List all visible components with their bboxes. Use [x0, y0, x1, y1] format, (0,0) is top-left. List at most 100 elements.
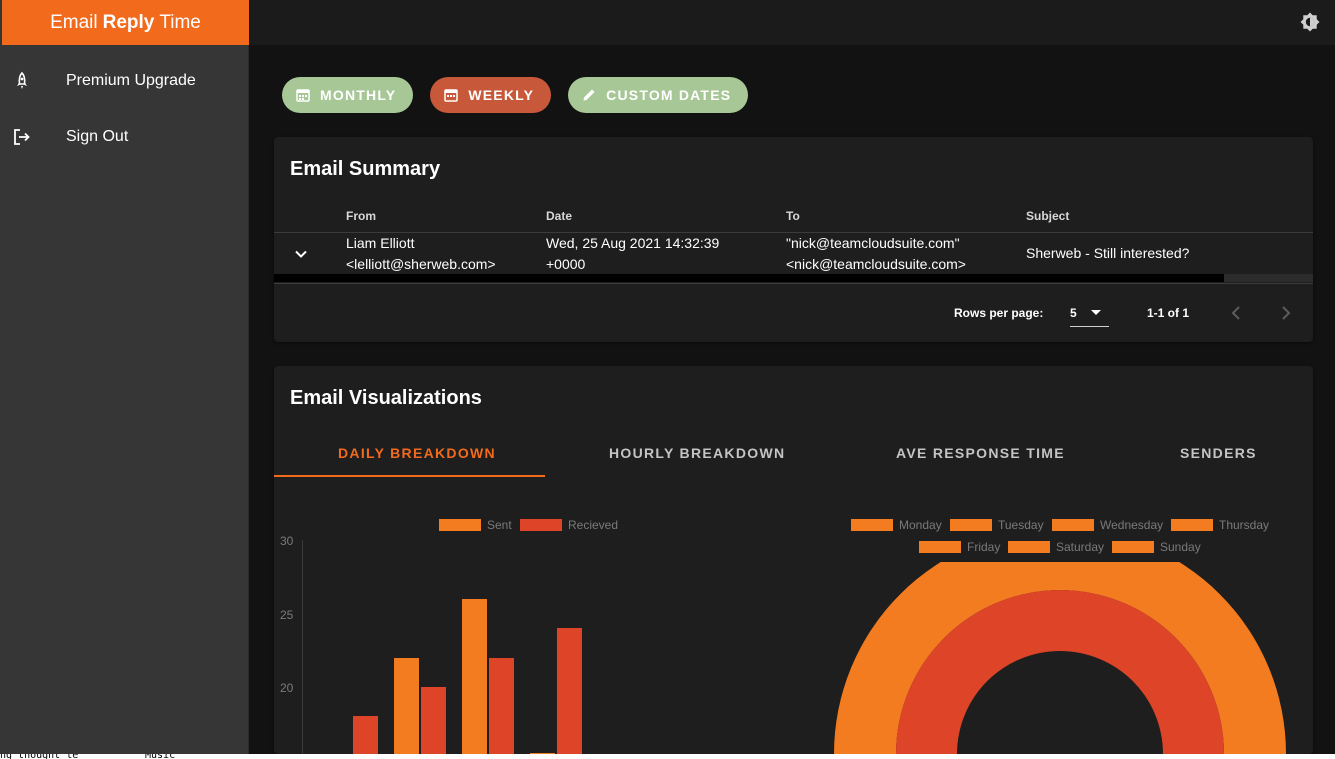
y-tick-label: 25 [280, 608, 294, 622]
column-header-to[interactable]: To [786, 209, 800, 223]
legend-label: Saturday [1056, 540, 1105, 554]
legend-label: Thursday [1219, 518, 1270, 532]
tab-senders[interactable]: SENDERS [1180, 445, 1257, 461]
calendar-icon [444, 89, 459, 102]
bar-recieved-2[interactable] [489, 657, 514, 754]
brand-prefix: Email [50, 11, 98, 33]
legend-thursday[interactable]: Thursday [1171, 518, 1270, 532]
app-brand[interactable]: Email Reply Time [2, 0, 249, 45]
legend-label: Monday [899, 518, 942, 532]
bar-sent-3[interactable] [530, 753, 555, 754]
next-page-icon[interactable] [1280, 306, 1292, 320]
cell-date: Wed, 25 Aug 2021 14:32:39 +0000 [546, 233, 719, 275]
active-tab-indicator [274, 475, 545, 477]
date-filter-group: MONTHLY WEEKLY CUSTOM DATES [282, 77, 749, 113]
legend-swatch [1171, 519, 1213, 531]
legend-swatch [851, 519, 893, 531]
monthly-button[interactable]: MONTHLY [282, 77, 414, 113]
legend-label: Wednesday [1100, 518, 1164, 532]
previous-page-icon[interactable] [1230, 306, 1242, 320]
legend-swatch [439, 519, 481, 531]
date-line-1: Wed, 25 Aug 2021 14:32:39 [546, 235, 720, 251]
dropdown-arrow-icon [1091, 310, 1101, 315]
column-header-subject[interactable]: Subject [1026, 209, 1070, 223]
sidebar-item-sign-out[interactable]: Sign Out [0, 115, 249, 159]
rows-per-page-select[interactable]: 5 [1070, 299, 1109, 327]
pagination-range: 1-1 of 1 [1147, 306, 1190, 320]
sidebar-item-label: Sign Out [66, 128, 129, 145]
legend-wednesday[interactable]: Wednesday [1052, 518, 1164, 532]
custom-dates-button[interactable]: CUSTOM DATES [568, 77, 749, 113]
legend-recieved[interactable]: Recieved [520, 518, 619, 532]
bar-recieved-3[interactable] [557, 628, 582, 754]
doughnut-chart [834, 562, 1286, 754]
legend-swatch [950, 519, 992, 531]
to-line-2: <nick@teamcloudsuite.com> [786, 256, 966, 272]
tab-ave-response-time[interactable]: AVE RESPONSE TIME [896, 445, 1065, 461]
cell-from: Liam Elliott <lelliott@sherweb.com> [346, 233, 496, 275]
legend-friday[interactable]: Friday [919, 540, 1001, 554]
brand-bold: Reply [102, 11, 155, 33]
rocket-icon [17, 71, 27, 89]
brightness-icon[interactable] [1299, 11, 1321, 33]
top-app-bar [249, 0, 1335, 45]
date-line-2: +0000 [546, 256, 586, 272]
cell-to: "nick@teamcloudsuite.com" <nick@teamclou… [786, 233, 966, 275]
legend-swatch [1008, 541, 1050, 553]
scrollbar-track [1224, 274, 1313, 282]
header-divider [274, 232, 1313, 233]
weekly-label: WEEKLY [468, 87, 535, 103]
taskbar-text: Music [145, 754, 175, 759]
bar-sent-2[interactable] [462, 598, 487, 754]
legend-swatch [919, 541, 961, 553]
email-visualizations-card: Email Visualizations DAILY BREAKDOWN HOU… [274, 366, 1313, 754]
pencil-icon [583, 89, 595, 101]
y-axis-line [302, 540, 303, 754]
bar-recieved-0[interactable] [353, 716, 378, 754]
email-summary-title: Email Summary [290, 158, 441, 180]
rows-per-page-label: Rows per page: [954, 306, 1044, 320]
horizontal-scrollbar[interactable] [274, 274, 1224, 282]
bar-recieved-1[interactable] [421, 687, 446, 754]
tab-daily-breakdown[interactable]: DAILY BREAKDOWN [338, 445, 496, 461]
sign-out-icon [14, 129, 30, 145]
legend-label: Recieved [568, 518, 619, 532]
sidebar-item-premium-upgrade[interactable]: Premium Upgrade [0, 59, 249, 103]
legend-swatch [1052, 519, 1094, 531]
cell-subject: Sherweb - Still interested? [1026, 245, 1190, 261]
doughnut-outer-ring[interactable] [834, 562, 1286, 754]
column-header-date[interactable]: Date [546, 209, 573, 223]
y-tick-label: 20 [280, 681, 294, 695]
legend-monday[interactable]: Monday [851, 518, 942, 532]
sidebar-item-label: Premium Upgrade [66, 72, 196, 89]
doughnut-inner-ring[interactable] [896, 590, 1224, 754]
from-email: <lelliott@sherweb.com> [346, 256, 496, 272]
to-line-1: "nick@teamcloudsuite.com" [786, 235, 960, 251]
legend-label: Friday [967, 540, 1001, 554]
legend-label: Sunday [1160, 540, 1201, 554]
legend-saturday[interactable]: Saturday [1008, 540, 1105, 554]
legend-sunday[interactable]: Sunday [1112, 540, 1201, 554]
legend-swatch [1112, 541, 1154, 553]
bar-sent-1[interactable] [394, 657, 419, 754]
weekly-button[interactable]: WEEKLY [430, 77, 552, 113]
footer-divider [274, 283, 1313, 284]
from-name: Liam Elliott [346, 235, 415, 251]
custom-dates-label: CUSTOM DATES [606, 87, 732, 103]
email-visualizations-title: Email Visualizations [290, 387, 482, 409]
taskbar-text: ng thought le [0, 754, 78, 759]
tab-hourly-breakdown[interactable]: HOURLY BREAKDOWN [609, 445, 786, 461]
legend-sent[interactable]: Sent [439, 518, 512, 532]
legend-swatch [520, 519, 562, 531]
sidebar: Email Reply Time Premium Upgrade Sign Ou… [0, 0, 249, 754]
taskbar-fragment: ng thought le Music [0, 754, 1335, 759]
email-summary-card: Email Summary From Date To Subject Liam … [274, 137, 1313, 342]
legend-label: Tuesday [998, 518, 1044, 532]
column-header-from[interactable]: From [346, 209, 376, 223]
expand-chevron-icon[interactable] [294, 247, 308, 261]
monthly-label: MONTHLY [320, 87, 397, 103]
legend-label: Sent [487, 518, 512, 532]
brand-suffix: Time [159, 11, 201, 33]
legend-tuesday[interactable]: Tuesday [950, 518, 1044, 532]
y-tick-label: 30 [280, 534, 294, 548]
